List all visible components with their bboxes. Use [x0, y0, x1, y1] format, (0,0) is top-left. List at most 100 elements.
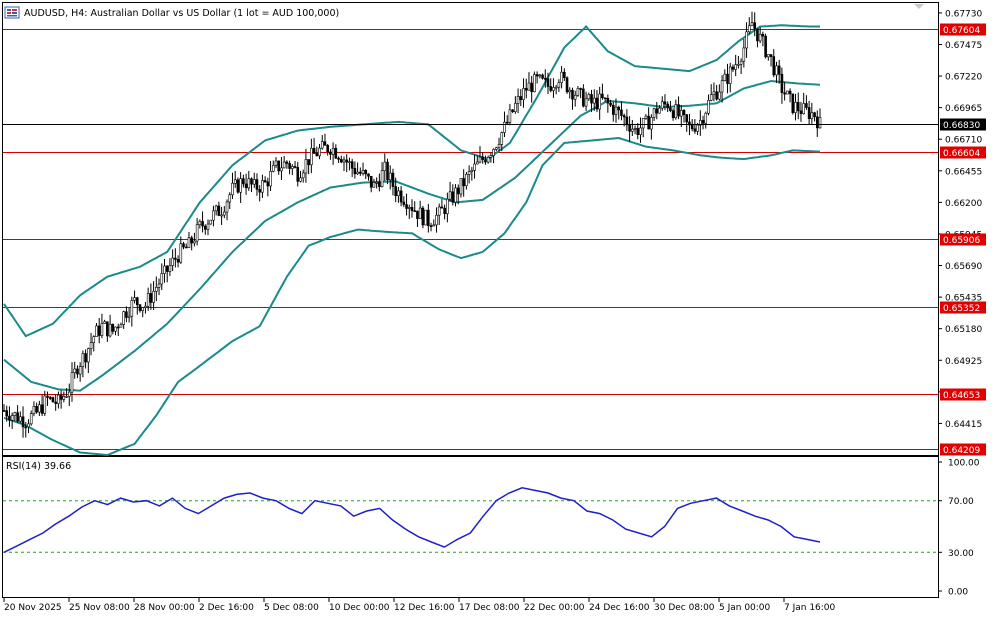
candle-body — [38, 404, 41, 413]
candle-body — [348, 161, 351, 163]
candle-body — [448, 191, 452, 200]
candle-body — [745, 31, 748, 49]
candle-body — [728, 66, 732, 84]
price-tick-label: 0.66710 — [945, 136, 982, 146]
candle-body — [699, 120, 702, 126]
candle-body — [767, 54, 770, 58]
candle-body — [421, 207, 425, 226]
candle-body — [775, 65, 778, 76]
candle-body — [731, 66, 735, 70]
bollinger-upper-line[interactable] — [3, 24, 820, 338]
candle-body — [669, 107, 672, 111]
candle-body — [628, 124, 631, 132]
candle-body — [595, 97, 599, 110]
candle-body — [206, 223, 210, 230]
candle-body — [326, 145, 329, 153]
candle-body — [443, 207, 446, 215]
candle-body — [737, 64, 740, 66]
rsi-line[interactable] — [3, 487, 821, 553]
candle-body — [76, 368, 79, 375]
price-tick-label: 0.65435 — [945, 294, 982, 304]
candle-body — [291, 166, 294, 169]
candle-body — [418, 207, 422, 219]
time-tick-label: 25 Nov 08:00 — [69, 603, 130, 613]
candle-body — [508, 109, 512, 123]
candle-body — [152, 290, 155, 303]
candle-body — [280, 167, 283, 172]
bollinger-lower-line[interactable] — [3, 136, 821, 457]
candle-body — [571, 89, 574, 100]
candle-body — [378, 182, 381, 187]
candle-body — [641, 118, 645, 129]
candle-body — [329, 151, 332, 155]
candle-body — [277, 160, 281, 172]
candle-body — [261, 180, 264, 193]
candle-body — [500, 132, 504, 145]
time-tick-label: 5 Jan 00:00 — [719, 603, 771, 613]
candle-body — [750, 22, 754, 27]
candle-body — [247, 178, 251, 189]
candle-body — [655, 108, 659, 114]
candle-body — [67, 391, 71, 397]
candle-body — [315, 153, 319, 157]
candle-body — [522, 88, 525, 100]
candle-body — [666, 103, 669, 109]
candle-body — [799, 110, 803, 114]
candle-body — [712, 91, 716, 95]
candle-body — [565, 77, 569, 93]
candle-body — [225, 201, 229, 213]
candle-body — [541, 74, 544, 79]
candle-body — [242, 178, 245, 185]
candle-body — [780, 73, 784, 94]
candle-body — [557, 82, 561, 88]
candle-body — [511, 109, 514, 112]
candle-body — [282, 161, 286, 169]
candle-body — [239, 178, 242, 193]
rsi-tick-label: 30.00 — [948, 549, 974, 559]
candle-body — [16, 412, 19, 422]
candle-body — [299, 177, 302, 182]
candle-body — [598, 93, 601, 110]
candle-body — [190, 237, 193, 244]
level-label-bg — [940, 233, 986, 246]
candle-body — [584, 98, 588, 107]
candle-body — [214, 205, 218, 212]
candle-body — [228, 194, 232, 203]
candle-body — [174, 257, 177, 260]
candle-body — [179, 243, 183, 263]
candle-body — [554, 86, 558, 89]
candle-body — [160, 273, 164, 285]
candles — [2, 11, 822, 438]
candle-body — [48, 397, 52, 399]
candle-body — [772, 56, 776, 76]
candle-body — [59, 394, 63, 400]
candle-body — [568, 89, 572, 93]
candle-body — [345, 159, 349, 163]
candle-body — [617, 106, 621, 111]
price-tick-label: 0.64415 — [945, 420, 982, 430]
candle-body — [383, 161, 387, 172]
candle-body — [337, 157, 340, 160]
candle-body — [446, 198, 449, 215]
candle-body — [114, 326, 117, 332]
time-tick-label: 28 Nov 00:00 — [134, 603, 195, 613]
candle-body — [815, 116, 819, 129]
candle-body — [323, 141, 327, 146]
candle-body — [65, 396, 68, 398]
candle-body — [144, 305, 147, 308]
candle-body — [293, 166, 297, 168]
candle-body — [135, 297, 139, 306]
chart-shift-icon[interactable] — [914, 4, 924, 9]
candle-body — [157, 283, 161, 288]
candle-body — [21, 416, 25, 428]
bollinger-middle-line[interactable] — [3, 79, 821, 392]
time-tick-label: 5 Dec 08:00 — [264, 603, 319, 613]
candle-body — [310, 147, 313, 166]
candle-body — [524, 88, 528, 91]
candle-body — [127, 315, 131, 318]
chart-menu-icon[interactable] — [4, 6, 20, 19]
candle-body — [32, 406, 36, 414]
candle-body — [677, 104, 680, 117]
candle-body — [549, 86, 553, 91]
